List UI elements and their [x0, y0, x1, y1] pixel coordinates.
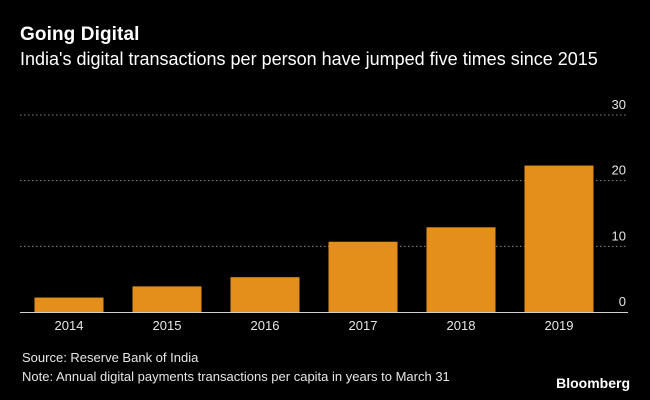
- x-tick-label: 2014: [55, 318, 84, 333]
- x-tick-label: 2017: [349, 318, 378, 333]
- bar-2018: [426, 227, 496, 312]
- bar-2016: [230, 277, 300, 312]
- x-tick-label: 2018: [447, 318, 476, 333]
- gridlines: [20, 114, 628, 247]
- y-tick-label: 20: [612, 163, 626, 178]
- bar-2014: [34, 297, 104, 312]
- source-note: Source: Reserve Bank of India: [22, 350, 199, 365]
- bar-2017: [328, 241, 398, 312]
- chart-subtitle: India's digital transactions per person …: [20, 49, 598, 69]
- bar-2015: [132, 286, 202, 312]
- footnote: Note: Annual digital payments transactio…: [22, 369, 450, 384]
- x-tick-label: 2016: [251, 318, 280, 333]
- bloomberg-logo: Bloomberg: [556, 375, 630, 391]
- y-tick-label: 10: [612, 228, 626, 243]
- y-tick-label: 0: [619, 294, 626, 309]
- bars: [34, 165, 594, 312]
- axes: 0 10 20 30 2014 2015 2016 2017 2018 2019: [20, 97, 628, 333]
- bar-2019: [524, 165, 594, 312]
- x-tick-label: 2015: [153, 318, 182, 333]
- chart-title: Going Digital: [20, 24, 140, 45]
- y-tick-label: 30: [612, 97, 626, 112]
- x-tick-label: 2019: [545, 318, 574, 333]
